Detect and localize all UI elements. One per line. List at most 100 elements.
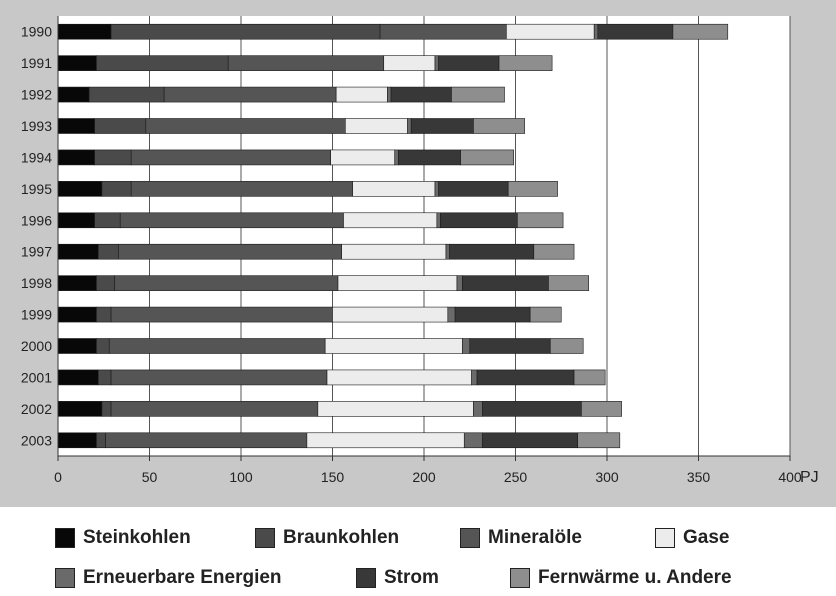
bar-1992-gase [335, 86, 388, 103]
x-tick-label-350: 350 [687, 469, 711, 485]
x-tick-label-100: 100 [229, 469, 253, 485]
bar-1998-braunkohlen [96, 275, 116, 291]
bar-2000-fernw-rme-u-andere [549, 338, 584, 354]
year-label-1991: 1991 [21, 55, 52, 71]
legend-label-gase: Gase [683, 527, 730, 548]
bar-1996-erneuerbare-energien [436, 212, 441, 229]
bar-1996-gase [343, 212, 438, 229]
bar-2003-fernw-rme-u-andere [577, 432, 621, 449]
bar-2000-gase [324, 338, 463, 354]
legend-label-fernwaerme: Fernwärme u. Andere [538, 567, 732, 588]
legend-item-erneuerbare-energien: Erneuerbare Energien [55, 567, 282, 589]
bar-1990-braunkohlen [110, 23, 381, 40]
bar-2000-strom [469, 338, 551, 354]
year-label-1999: 1999 [21, 307, 52, 323]
bar-1998-steinkohlen [57, 275, 97, 291]
bar-1992-mineral-le [163, 86, 337, 103]
bar-1994-strom [398, 149, 461, 166]
bar-1993-braunkohlen [94, 118, 147, 134]
bar-1992-braunkohlen [88, 86, 165, 103]
bar-1995-steinkohlen [57, 181, 103, 197]
year-label-1994: 1994 [21, 149, 52, 165]
bar-2001-strom [476, 369, 575, 386]
bar-2003-strom [482, 432, 579, 449]
bar-1998-mineral-le [114, 275, 339, 291]
bar-1990-erneuerbare-energien [593, 23, 599, 40]
bar-2000-steinkohlen [57, 338, 97, 354]
bar-1996-fernw-rme-u-andere [517, 212, 564, 229]
bar-1990-steinkohlen [57, 23, 112, 40]
bar-1995-braunkohlen [101, 181, 132, 197]
bar-2003-braunkohlen [96, 432, 106, 449]
year-label-1995: 1995 [21, 181, 52, 197]
bar-2002-mineral-le [110, 401, 319, 417]
legend-label-erneuerbare-energien: Erneuerbare Energien [83, 567, 282, 588]
bar-1995-mineral-le [130, 181, 353, 197]
bar-1992-erneuerbare-energien [387, 86, 392, 103]
x-tick-label-250: 250 [504, 469, 528, 485]
bar-1997-erneuerbare-energien [445, 243, 450, 260]
bar-1994-fernw-rme-u-andere [460, 149, 514, 166]
bar-2002-steinkohlen [57, 401, 103, 417]
bar-1990-gase [506, 23, 595, 40]
bar-1993-fernw-rme-u-andere [473, 118, 525, 134]
bar-2002-erneuerbare-energien [473, 401, 483, 417]
bar-2001-fernw-rme-u-andere [573, 369, 606, 386]
legend-swatch-braunkohlen [255, 528, 275, 548]
bar-1999-braunkohlen [96, 306, 112, 323]
legend-item-mineraloele: Mineralöle [460, 527, 582, 549]
year-label-1997: 1997 [21, 244, 52, 260]
year-label-2000: 2000 [21, 338, 52, 354]
bar-1992-fernw-rme-u-andere [451, 86, 505, 103]
bar-2000-mineral-le [108, 338, 326, 354]
x-tick-label-300: 300 [595, 469, 619, 485]
year-label-1998: 1998 [21, 275, 52, 291]
legend-label-steinkohlen: Steinkohlen [83, 527, 191, 548]
year-label-1990: 1990 [21, 24, 52, 40]
bar-1990-fernw-rme-u-andere [672, 23, 729, 40]
legend-item-strom: Strom [356, 567, 439, 589]
bar-1991-erneuerbare-energien [434, 55, 439, 71]
legend-swatch-strom [356, 568, 376, 588]
bar-1996-steinkohlen [57, 212, 95, 229]
legend-swatch-erneuerbare-energien [55, 568, 75, 588]
bar-2002-gase [317, 401, 474, 417]
bar-2001-mineral-le [110, 369, 328, 386]
year-label-1992: 1992 [21, 87, 52, 103]
bar-2003-steinkohlen [57, 432, 97, 449]
bar-1995-fernw-rme-u-andere [507, 181, 558, 197]
bar-1994-erneuerbare-energien [394, 149, 399, 166]
bar-1999-erneuerbare-energien [447, 306, 456, 323]
bar-1994-braunkohlen [94, 149, 132, 166]
bar-1999-fernw-rme-u-andere [529, 306, 562, 323]
x-tick-label-0: 0 [54, 469, 62, 485]
bar-1998-erneuerbare-energien [456, 275, 463, 291]
x-tick-label-200: 200 [412, 469, 436, 485]
bar-2002-braunkohlen [101, 401, 112, 417]
bar-1995-erneuerbare-energien [434, 181, 439, 197]
legend-swatch-fernwaerme [510, 568, 530, 588]
bar-1998-strom [462, 275, 549, 291]
bar-1998-fernw-rme-u-andere [548, 275, 590, 291]
bar-1994-mineral-le [130, 149, 331, 166]
bar-1993-strom [410, 118, 474, 134]
bar-1991-fernw-rme-u-andere [498, 55, 553, 71]
year-label-1996: 1996 [21, 212, 52, 228]
legend-label-mineraloele: Mineralöle [488, 527, 582, 548]
legend-item-braunkohlen: Braunkohlen [255, 527, 399, 549]
bar-1992-steinkohlen [57, 86, 90, 103]
bar-2003-erneuerbare-energien [463, 432, 483, 449]
bar-1998-gase [337, 275, 458, 291]
bar-2001-steinkohlen [57, 369, 99, 386]
year-label-2001: 2001 [21, 369, 52, 385]
legend-swatch-mineraloele [460, 528, 480, 548]
bar-1991-steinkohlen [57, 55, 97, 71]
x-tick-label-400: 400 [778, 469, 802, 485]
bar-2000-braunkohlen [96, 338, 110, 354]
bar-2003-gase [306, 432, 465, 449]
bar-1994-gase [330, 149, 396, 166]
bar-1993-erneuerbare-energien [407, 118, 412, 134]
bar-1996-braunkohlen [94, 212, 121, 229]
bar-2001-gase [326, 369, 472, 386]
bar-1991-mineral-le [227, 55, 385, 71]
